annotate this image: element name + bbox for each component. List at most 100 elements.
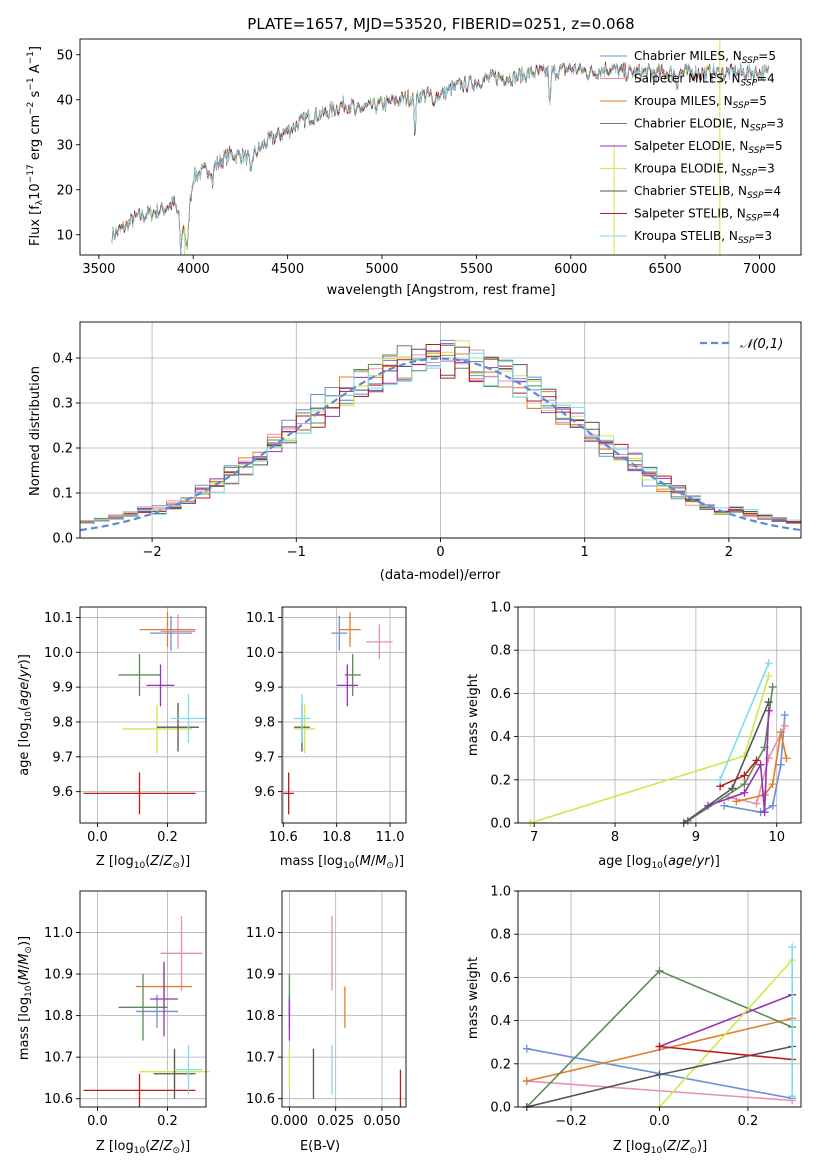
x-tick-label: 5500 [460, 262, 493, 277]
weight-marker-0 [780, 711, 789, 719]
x-tick-label: 1 [581, 545, 589, 560]
y-tick-label: 10.1 [44, 611, 73, 626]
weight-line-4 [659, 993, 793, 1048]
weight-marker-2 [782, 754, 791, 763]
weight-marker-7 [752, 756, 761, 765]
legend-label-6: Chabrier STELIB, NSSP=4 [634, 184, 781, 201]
y-tick-label: 10.7 [44, 1051, 73, 1066]
legend-label-5: Kroupa ELODIE, NSSP=3 [634, 162, 775, 179]
weight-marker-3 [655, 966, 664, 975]
legend-label-8: Kroupa STELIB, NSSP=3 [634, 229, 772, 246]
age-vs-metallicity-panel: 0.0 0.2 9.6 9.7 9.8 9.9 10.0 10.1 [44, 606, 207, 845]
p6-xlabel: E(B-V) [300, 1139, 340, 1154]
axes-frame [281, 606, 407, 824]
y-tick-label: 10.7 [246, 1051, 275, 1066]
x-tick-label: 3500 [82, 262, 115, 277]
y-tick-label: 0.8 [490, 928, 511, 943]
x-tick-label: 0.2 [738, 1114, 759, 1129]
axes-frame [79, 38, 802, 256]
y-tick-label: 40 [56, 93, 73, 108]
weight-marker-7 [655, 1042, 664, 1051]
x-tick-label: 6000 [554, 262, 587, 277]
y-tick-label: 0.4 [52, 352, 73, 367]
p4-ylabel: mass weight [466, 674, 481, 756]
residual-histogram-panel: −2 −1 0 1 2 0.0 0.1 0.2 0.3 0.4 𝒩(0,1) [52, 321, 802, 560]
x-tick-label: 9 [692, 830, 700, 845]
spectrum-series-4 [111, 61, 770, 255]
p5-xlabel: Z [log10(Z/Z⊙)] [96, 1139, 190, 1156]
y-tick-label: 11.0 [246, 926, 275, 941]
axes-frame [281, 890, 407, 1108]
weight-marker-8 [764, 659, 773, 668]
y-tick-label: 0.6 [490, 687, 511, 702]
y-tick-label: 10.6 [246, 1092, 275, 1107]
legend-label-7: Salpeter STELIB, NSSP=4 [634, 207, 780, 224]
x-tick-label: 8 [611, 830, 619, 845]
spectrum-panel: 3500 4000 4500 5000 5500 6000 6500 7000 10 20 30 40… [56, 38, 802, 277]
weight-line-5 [658, 959, 793, 1107]
weight-marker-3 [740, 780, 749, 789]
legend-label-2: Kroupa MILES, NSSP=5 [634, 94, 767, 111]
y-tick-label: 9.9 [52, 681, 73, 696]
weight-marker-6 [655, 1070, 664, 1079]
x-tick-label: 5000 [365, 262, 398, 277]
x-tick-label: 7000 [743, 262, 776, 277]
y-tick-label: 10.8 [246, 1009, 275, 1024]
svg-text:mass [log10(M/M⊙)]: mass [log10(M/M⊙)] [17, 936, 34, 1060]
weight-marker-5 [764, 672, 773, 681]
weight-marker-4 [764, 706, 773, 715]
y-tick-label: 10.1 [246, 611, 275, 626]
spectrum-xlabel: wavelength [Angstrom, rest frame] [327, 283, 556, 298]
svg-text:Flux [fλ10−17 erg cm−2 s−1 A−1: Flux [fλ10−17 erg cm−2 s−1 A−1] [26, 46, 45, 246]
legend-label-1: Salpeter MILES, NSSP=4 [634, 72, 775, 89]
y-tick-label: 10.0 [44, 646, 73, 661]
spectrum-legend: Chabrier MILES, NSSP=5 Salpeter MILES, NS… [600, 49, 784, 246]
svg-text:Z [log10(Z/Z⊙)]: Z [log10(Z/Z⊙)] [96, 1139, 190, 1156]
p2-ylabel: age [log10(age/yr)] [17, 654, 34, 776]
weight-marker-2 [732, 797, 741, 806]
weight-line-8 [719, 662, 770, 781]
p7-ylabel: mass weight [466, 957, 481, 1039]
spectrum-ylabel: Flux [fλ10−17 erg cm−2 s−1 A−1] [26, 46, 45, 246]
y-tick-label: 0.0 [490, 1101, 511, 1116]
x-tick-label: 0 [436, 545, 444, 560]
y-tick-label: 0.2 [52, 442, 73, 457]
weight-marker-0 [522, 1044, 531, 1053]
y-tick-label: 9.9 [254, 681, 275, 696]
x-tick-label: 4500 [271, 262, 304, 277]
y-tick-label: 1.0 [490, 885, 511, 900]
x-tick-label: 11.0 [376, 830, 405, 845]
y-tick-label: 10 [56, 228, 73, 243]
massweight-vs-metallicity-panel: −0.2 0.0 0.2 0.0 0.2 0.4 0.6 0.8 1.0 [490, 885, 802, 1129]
y-tick-label: 30 [56, 138, 73, 153]
svg-text:Z [log10(Z/Z⊙)]: Z [log10(Z/Z⊙)] [96, 854, 190, 871]
spectrum-series-5 [111, 62, 770, 255]
weight-marker-4 [740, 788, 749, 797]
x-tick-label: 0.025 [317, 1114, 354, 1129]
age-vs-mass-panel: 10.6 10.8 11.0 9.6 9.7 9.8 9.9 10.0 10.1 [246, 606, 407, 845]
x-tick-label: 10.8 [322, 830, 351, 845]
y-tick-label: 11.0 [44, 926, 73, 941]
axes-frame [79, 606, 207, 824]
spectrum-series-1 [111, 62, 770, 255]
y-tick-label: 10.9 [246, 968, 275, 983]
y-tick-label: 9.6 [52, 785, 73, 800]
x-tick-label: 10.6 [269, 830, 298, 845]
weight-line-1 [526, 1080, 793, 1102]
weight-marker-2 [776, 728, 785, 737]
spectrum-series-7 [111, 61, 770, 255]
weight-marker-7 [740, 771, 749, 780]
gaussian-curve [79, 357, 802, 532]
x-tick-label: −2 [143, 545, 162, 560]
weight-marker-6 [728, 784, 737, 793]
p4-xlabel: age [log10(age/yr)] [598, 854, 720, 871]
y-tick-label: 9.7 [254, 750, 275, 765]
y-tick-label: 9.6 [254, 785, 275, 800]
x-tick-label: 7 [530, 830, 538, 845]
weight-marker-1 [764, 754, 773, 763]
y-tick-label: 10.6 [44, 1092, 73, 1107]
p5-ylabel: mass [log10(M/M⊙)] [17, 936, 34, 1060]
weight-marker-4 [756, 760, 765, 769]
legend-label-0: Chabrier MILES, NSSP=5 [634, 49, 776, 66]
p7-xlabel: Z [log10(Z/Z⊙)] [613, 1139, 707, 1156]
